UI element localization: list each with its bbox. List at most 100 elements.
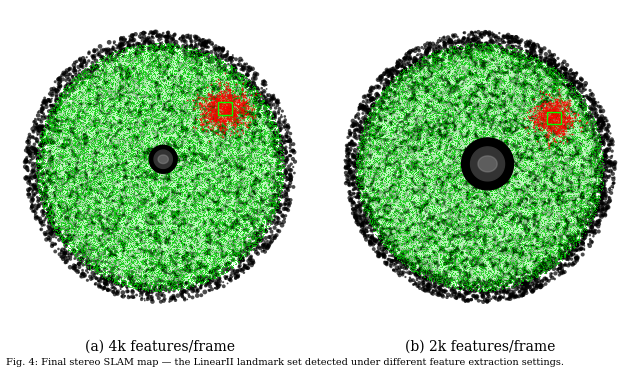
Point xyxy=(596,125,607,131)
Point xyxy=(243,231,253,237)
Point xyxy=(236,117,246,123)
Point xyxy=(208,72,218,78)
Point xyxy=(499,267,509,273)
Point xyxy=(102,170,112,176)
Point xyxy=(445,101,455,107)
Point xyxy=(174,177,184,183)
Point xyxy=(603,128,613,134)
Point xyxy=(530,90,540,96)
Point xyxy=(109,168,119,174)
Point xyxy=(116,119,126,125)
Point xyxy=(100,105,110,111)
Point xyxy=(548,198,559,204)
Point xyxy=(536,234,547,240)
Point xyxy=(138,253,148,259)
Point xyxy=(576,185,586,191)
Point xyxy=(106,64,116,70)
Point xyxy=(495,206,506,211)
Point xyxy=(582,115,593,121)
Point xyxy=(169,158,179,164)
Point xyxy=(132,170,142,176)
Point xyxy=(373,160,383,165)
Point xyxy=(240,99,250,105)
Point xyxy=(504,62,515,68)
Point xyxy=(541,228,551,234)
Point xyxy=(431,241,441,247)
Point xyxy=(551,255,561,260)
Point xyxy=(415,66,426,72)
Point xyxy=(245,218,255,224)
Point xyxy=(481,109,491,115)
Point xyxy=(195,171,205,177)
Point xyxy=(458,74,468,80)
Point xyxy=(147,62,157,68)
Point xyxy=(397,245,407,251)
Point xyxy=(553,150,563,156)
Point xyxy=(270,141,280,147)
Point xyxy=(601,200,611,206)
Point xyxy=(597,139,607,145)
Point xyxy=(285,148,296,154)
Point xyxy=(208,224,218,230)
Point xyxy=(44,163,54,169)
Point xyxy=(52,195,63,201)
Point xyxy=(498,132,508,138)
Point xyxy=(399,224,410,230)
Point xyxy=(88,179,99,185)
Point xyxy=(89,55,99,61)
Point xyxy=(456,142,466,148)
Point xyxy=(459,111,469,117)
Point xyxy=(531,131,541,137)
Point xyxy=(483,156,493,162)
Point xyxy=(451,132,461,138)
Point xyxy=(420,140,430,146)
Point xyxy=(500,222,511,228)
Point xyxy=(445,88,456,93)
Point xyxy=(485,247,495,253)
Point xyxy=(212,119,223,125)
Point xyxy=(388,198,398,204)
Point xyxy=(488,244,498,250)
Point xyxy=(127,210,138,216)
Point xyxy=(170,159,180,165)
Point xyxy=(65,101,76,107)
Point xyxy=(487,137,497,142)
Point xyxy=(408,167,419,173)
Point xyxy=(516,212,527,218)
Point xyxy=(536,138,547,144)
Point xyxy=(470,118,480,124)
Point xyxy=(132,175,142,181)
Point xyxy=(369,164,380,170)
Point xyxy=(460,233,470,239)
Point xyxy=(258,209,268,215)
Point xyxy=(518,52,528,58)
Point xyxy=(202,126,212,132)
Point xyxy=(596,187,606,193)
Point xyxy=(484,215,495,221)
Point xyxy=(90,251,100,257)
Point xyxy=(134,46,144,52)
Point xyxy=(216,207,227,213)
Point xyxy=(536,147,546,152)
Point xyxy=(86,139,97,145)
Point xyxy=(106,70,116,76)
Point xyxy=(172,238,182,244)
Point xyxy=(138,273,148,279)
Point xyxy=(397,91,407,97)
Point xyxy=(463,244,473,250)
Point xyxy=(179,127,189,133)
Point xyxy=(468,198,479,204)
Point xyxy=(564,205,575,211)
Point xyxy=(483,87,493,93)
Point xyxy=(246,103,256,109)
Point xyxy=(147,124,157,130)
Point xyxy=(157,137,167,143)
Point xyxy=(545,184,555,190)
Point xyxy=(250,85,260,91)
Point xyxy=(220,156,230,162)
Point xyxy=(192,164,202,170)
Point xyxy=(467,218,477,224)
Point xyxy=(177,83,188,89)
Point xyxy=(436,120,447,126)
Point xyxy=(195,73,205,79)
